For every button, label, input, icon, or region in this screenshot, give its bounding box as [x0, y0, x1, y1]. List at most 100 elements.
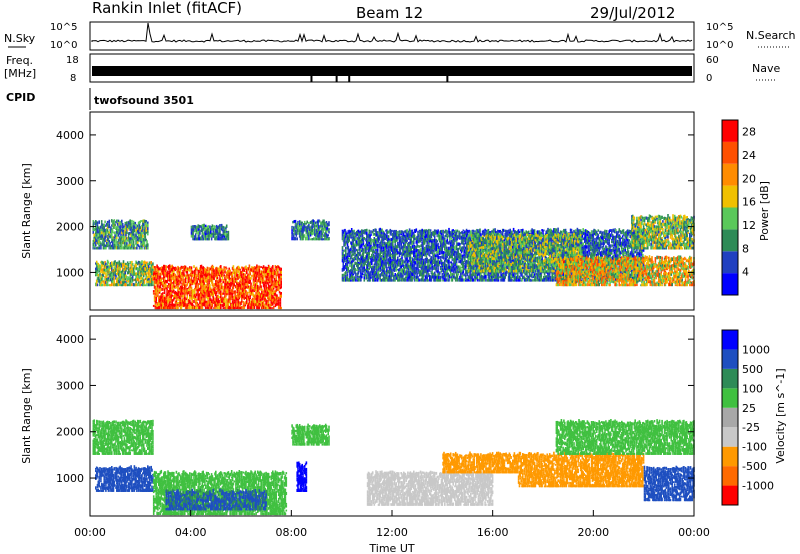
heatmap-cell	[145, 275, 147, 277]
heatmap-cell	[223, 307, 225, 309]
heatmap-cell	[108, 261, 110, 263]
heatmap-cell	[165, 272, 167, 275]
heatmap-cell	[104, 221, 106, 224]
heatmap-cell	[128, 276, 130, 280]
noise-sky-label: N.Sky	[4, 32, 36, 45]
heatmap-cell	[118, 220, 120, 223]
heatmap-cell	[152, 284, 154, 286]
heatmap-cell	[213, 277, 215, 280]
heatmap-cell	[223, 303, 225, 307]
heatmap-cell	[212, 281, 214, 283]
heatmap-cell	[249, 275, 251, 277]
freq-panel: Freq. [MHz] 18 8 60 0 Nave	[4, 54, 780, 84]
heatmap-cell	[170, 301, 172, 303]
heatmap-cell	[236, 280, 238, 282]
heatmap-cell	[167, 293, 169, 297]
heatmap-cell	[128, 268, 130, 271]
heatmap-cell	[180, 292, 182, 295]
heatmap-cell	[148, 265, 150, 268]
heatmap-cell	[220, 304, 222, 306]
heatmap-cell	[147, 233, 149, 235]
heatmap-cell	[189, 307, 191, 309]
heatmap-cell	[245, 278, 247, 281]
heatmap-cell	[189, 305, 191, 307]
heatmap-cell	[162, 303, 164, 306]
heatmap-cell	[123, 236, 125, 239]
heatmap-cell	[103, 262, 105, 265]
heatmap-cell	[171, 282, 173, 285]
heatmap-cell	[135, 224, 137, 227]
heatmap-cell	[169, 295, 171, 298]
noise-left-tick-bottom: 10^0	[50, 40, 77, 51]
heatmap-cell	[129, 219, 131, 222]
heatmap-cell	[128, 266, 130, 268]
heatmap-cell	[94, 248, 96, 250]
heatmap-cell	[223, 292, 225, 295]
heatmap-cell	[129, 261, 131, 264]
heatmap-cell	[189, 296, 191, 300]
heatmap-cell	[160, 276, 162, 279]
heatmap-cell	[221, 300, 223, 303]
heatmap-cell	[234, 269, 236, 272]
heatmap-cell	[233, 281, 235, 284]
heatmap-cell	[123, 228, 125, 230]
heatmap-cell	[122, 284, 124, 286]
heatmap-cell	[213, 266, 215, 268]
heatmap-cell	[207, 269, 209, 271]
heatmap-cell	[122, 269, 124, 272]
heatmap-cell	[143, 226, 145, 230]
heatmap-cell	[112, 239, 114, 241]
heatmap-cell	[233, 299, 235, 301]
heatmap-cell	[99, 273, 101, 276]
beam-label: Beam 12	[356, 4, 423, 22]
heatmap-cell	[241, 301, 243, 303]
heatmap-cell	[217, 277, 219, 279]
heatmap-cell	[233, 265, 235, 269]
heatmap-cell	[233, 296, 235, 299]
heatmap-cell	[107, 221, 109, 223]
heatmap-cell	[97, 284, 99, 287]
heatmap-cell	[170, 286, 172, 290]
heatmap-cell	[145, 264, 147, 267]
heatmap-cell	[105, 247, 107, 250]
heatmap-cell	[184, 296, 186, 299]
heatmap-cell	[173, 290, 175, 292]
heatmap-cell	[192, 293, 194, 295]
heatmap-cell	[166, 269, 168, 271]
heatmap-cell	[202, 294, 204, 298]
heatmap-cell	[169, 273, 171, 275]
heatmap-cell	[93, 243, 95, 247]
heatmap-cell	[159, 306, 161, 309]
heatmap-cell	[224, 268, 226, 270]
heatmap-cell	[121, 246, 123, 249]
heatmap-cell	[114, 237, 116, 239]
heatmap-cell	[140, 220, 142, 222]
heatmap-cell	[177, 304, 179, 306]
heatmap-cell	[133, 240, 135, 243]
heatmap-cell	[241, 275, 243, 278]
heatmap-cell	[109, 226, 111, 228]
heatmap-cell	[160, 286, 162, 288]
heatmap-cell	[209, 274, 211, 276]
heatmap-cell	[109, 223, 111, 226]
heatmap-cell	[229, 286, 231, 289]
freq-right-tick-bottom: 0	[706, 73, 712, 84]
heatmap-cell	[171, 271, 173, 274]
heatmap-cell	[134, 226, 136, 229]
heatmap-cell	[196, 305, 198, 307]
heatmap-cell	[107, 263, 109, 266]
heatmap-cell	[123, 260, 125, 263]
heatmap-cell	[204, 298, 206, 301]
heatmap-cell	[232, 293, 234, 295]
heatmap-cell	[105, 263, 107, 266]
heatmap-cell	[119, 271, 121, 274]
heatmap-cell	[204, 303, 206, 307]
heatmap-cell	[166, 265, 168, 268]
heatmap-cell	[135, 237, 137, 239]
heatmap-cell	[244, 293, 246, 296]
heatmap-cell	[195, 273, 197, 275]
heatmap-cell	[119, 232, 121, 235]
heatmap-cell	[155, 295, 157, 298]
heatmap-cell	[213, 296, 215, 299]
heatmap-cell	[134, 244, 136, 246]
